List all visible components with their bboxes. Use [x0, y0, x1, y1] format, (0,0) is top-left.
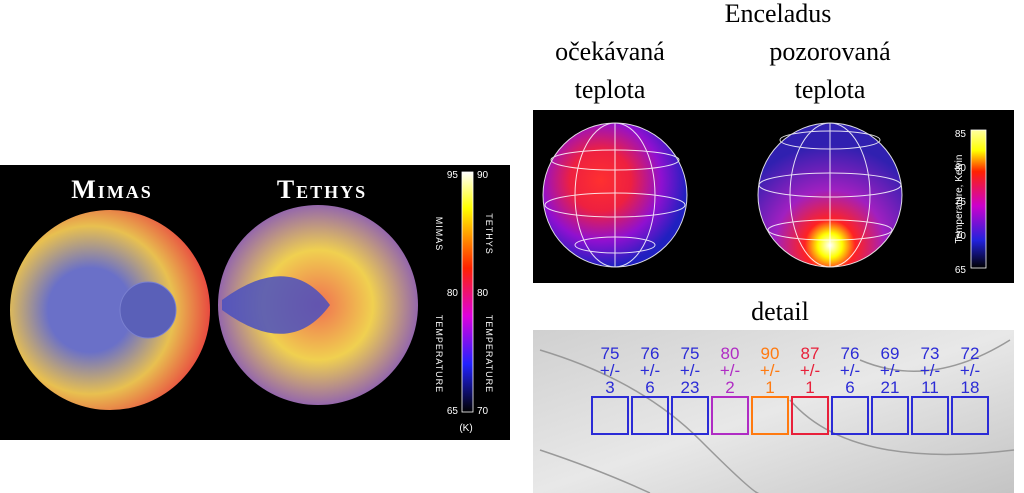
tick-label: 70 — [955, 231, 967, 242]
title: Enceladus — [725, 0, 832, 28]
region-box — [671, 396, 709, 435]
error: 23 — [681, 378, 700, 397]
crater — [119, 281, 177, 339]
plus-minus: +/- — [840, 361, 860, 380]
plus-minus: +/- — [920, 361, 940, 380]
ridges — [539, 339, 1015, 493]
temperature: 75 — [601, 344, 620, 363]
label: teplota — [795, 75, 866, 104]
label: teplota — [575, 75, 646, 104]
temperature: 80 — [721, 344, 740, 363]
temperature: 76 — [641, 344, 660, 363]
plus-minus: +/- — [600, 361, 620, 380]
colorbar-label: Temperature, Kelvin — [954, 155, 965, 244]
error: 6 — [845, 378, 854, 397]
axis-label: Tethys — [484, 213, 494, 255]
temperature: 90 — [761, 344, 780, 363]
tick-label: 90 — [477, 170, 489, 181]
detail-image — [533, 330, 1014, 493]
temperature: 73 — [921, 344, 940, 363]
error: 18 — [961, 378, 980, 397]
tick-label: 65 — [447, 406, 459, 417]
temperature: 69 — [881, 344, 900, 363]
tethys-cold — [222, 276, 330, 334]
tick-label: 65 — [955, 265, 967, 276]
region-box — [871, 396, 909, 435]
error: 1 — [805, 378, 814, 397]
plus-minus: +/- — [960, 361, 980, 380]
temperature: 75 — [681, 344, 700, 363]
title: Tethys — [277, 175, 367, 204]
label: pozorovaná — [769, 37, 891, 66]
region-box — [951, 396, 989, 435]
tick-label: 80 — [955, 163, 967, 174]
tick-label: 70 — [477, 406, 489, 417]
error: 11 — [921, 378, 939, 397]
mimas-map — [10, 210, 210, 410]
axis-label: Temperature — [484, 315, 494, 393]
axis-label: Temperature — [434, 315, 444, 393]
region-box — [831, 396, 869, 435]
error: 1 — [765, 378, 774, 397]
title: Mimas — [71, 175, 153, 204]
error: 2 — [725, 378, 734, 397]
region-box — [791, 396, 829, 435]
error: 3 — [605, 378, 614, 397]
grid — [542, 122, 903, 268]
region-box — [631, 396, 669, 435]
plus-minus: +/- — [760, 361, 780, 380]
colorbar — [461, 171, 474, 413]
tick-label: 75 — [955, 197, 967, 208]
tick-label: 80 — [477, 288, 489, 299]
temperature: 76 — [841, 344, 860, 363]
plus-minus: +/- — [720, 361, 740, 380]
tick-label: 80 — [447, 288, 459, 299]
error: 21 — [881, 378, 900, 397]
plus-minus: +/- — [640, 361, 660, 380]
region-box — [591, 396, 629, 435]
title: detail — [751, 297, 809, 326]
region-box — [751, 396, 789, 435]
temperature: 87 — [801, 344, 820, 363]
region-box — [911, 396, 949, 435]
tick-label: 95 — [447, 170, 459, 181]
colorbar — [970, 129, 987, 269]
plus-minus: +/- — [880, 361, 900, 380]
unit: (K) — [459, 423, 472, 434]
label: očekávaná — [555, 37, 665, 66]
error: 6 — [645, 378, 654, 397]
temperature: 72 — [961, 344, 980, 363]
plus-minus: +/- — [680, 361, 700, 380]
tick-label: 85 — [955, 129, 967, 140]
plus-minus: +/- — [800, 361, 820, 380]
axis-label: Mimas — [434, 217, 444, 252]
region-box — [711, 396, 749, 435]
